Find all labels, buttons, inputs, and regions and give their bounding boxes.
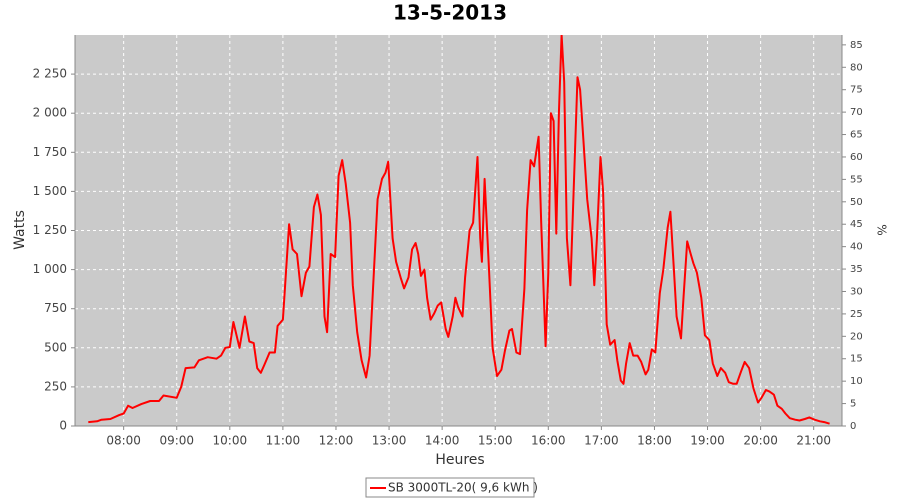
x-tick-label: 11:00 xyxy=(266,434,301,448)
x-axis-title: Heures xyxy=(435,452,484,468)
x-tick-label: 14:00 xyxy=(425,434,460,448)
y2-tick-label: 25 xyxy=(850,309,863,320)
legend xyxy=(365,477,535,498)
y-tick-label: 0 xyxy=(59,419,67,433)
x-tick-label: 10:00 xyxy=(213,434,248,448)
x-tick-label: 17:00 xyxy=(584,434,619,448)
x-tick-label: 08:00 xyxy=(106,434,141,448)
y-tick-label: 1 250 xyxy=(33,223,67,237)
y2-tick-label: 40 xyxy=(850,242,863,253)
y2-tick-label: 85 xyxy=(850,40,863,51)
y2-axis-title: % xyxy=(875,224,889,235)
y2-tick-label: 55 xyxy=(850,174,863,185)
y-tick-label: 2 250 xyxy=(33,67,67,81)
x-tick-label: 09:00 xyxy=(159,434,194,448)
y2-tick-label: 20 xyxy=(850,331,863,342)
y2-tick-label: 70 xyxy=(850,107,863,118)
y2-tick-label: 45 xyxy=(850,219,863,230)
y2-tick-label: 60 xyxy=(850,152,863,163)
legend-label: SB 3000TL-20( 9,6 kWh ) xyxy=(388,481,538,495)
x-tick-label: 19:00 xyxy=(690,434,725,448)
lines xyxy=(88,35,830,425)
x-tick-label: 21:00 xyxy=(796,434,831,448)
y-tick-label: 1 500 xyxy=(33,184,67,198)
x-tick-label: 18:00 xyxy=(637,434,672,448)
y-tick-label: 250 xyxy=(44,379,67,393)
y-tick-label: 1 000 xyxy=(33,262,67,276)
x-tick-label: 16:00 xyxy=(531,434,566,448)
x-tick-label: 12:00 xyxy=(319,434,354,448)
y-tick-label: 500 xyxy=(44,340,67,354)
y-tick-label: 2 000 xyxy=(33,106,67,120)
y-axis-title: Watts xyxy=(12,210,28,250)
y-tick-label: 750 xyxy=(44,301,67,315)
data-line xyxy=(88,35,830,425)
y2-tick-label: 80 xyxy=(850,62,863,73)
chart-title: 13-5-2013 xyxy=(393,1,507,25)
y2-tick-label: 35 xyxy=(850,264,863,275)
y2-tick-label: 75 xyxy=(850,85,863,96)
y2-tick-label: 15 xyxy=(850,354,863,365)
y-tick-label: 1 750 xyxy=(33,145,67,159)
y2-tick-label: 30 xyxy=(850,286,863,297)
y2-tick-label: 5 xyxy=(850,399,856,410)
y2-tick-label: 0 xyxy=(850,421,856,432)
x-tick-label: 20:00 xyxy=(743,434,778,448)
y2-tick-label: 65 xyxy=(850,130,863,141)
x-tick-label: 15:00 xyxy=(478,434,513,448)
x-tick-label: 13:00 xyxy=(372,434,407,448)
y2-tick-label: 10 xyxy=(850,376,863,387)
y2-tick-label: 50 xyxy=(850,197,863,208)
